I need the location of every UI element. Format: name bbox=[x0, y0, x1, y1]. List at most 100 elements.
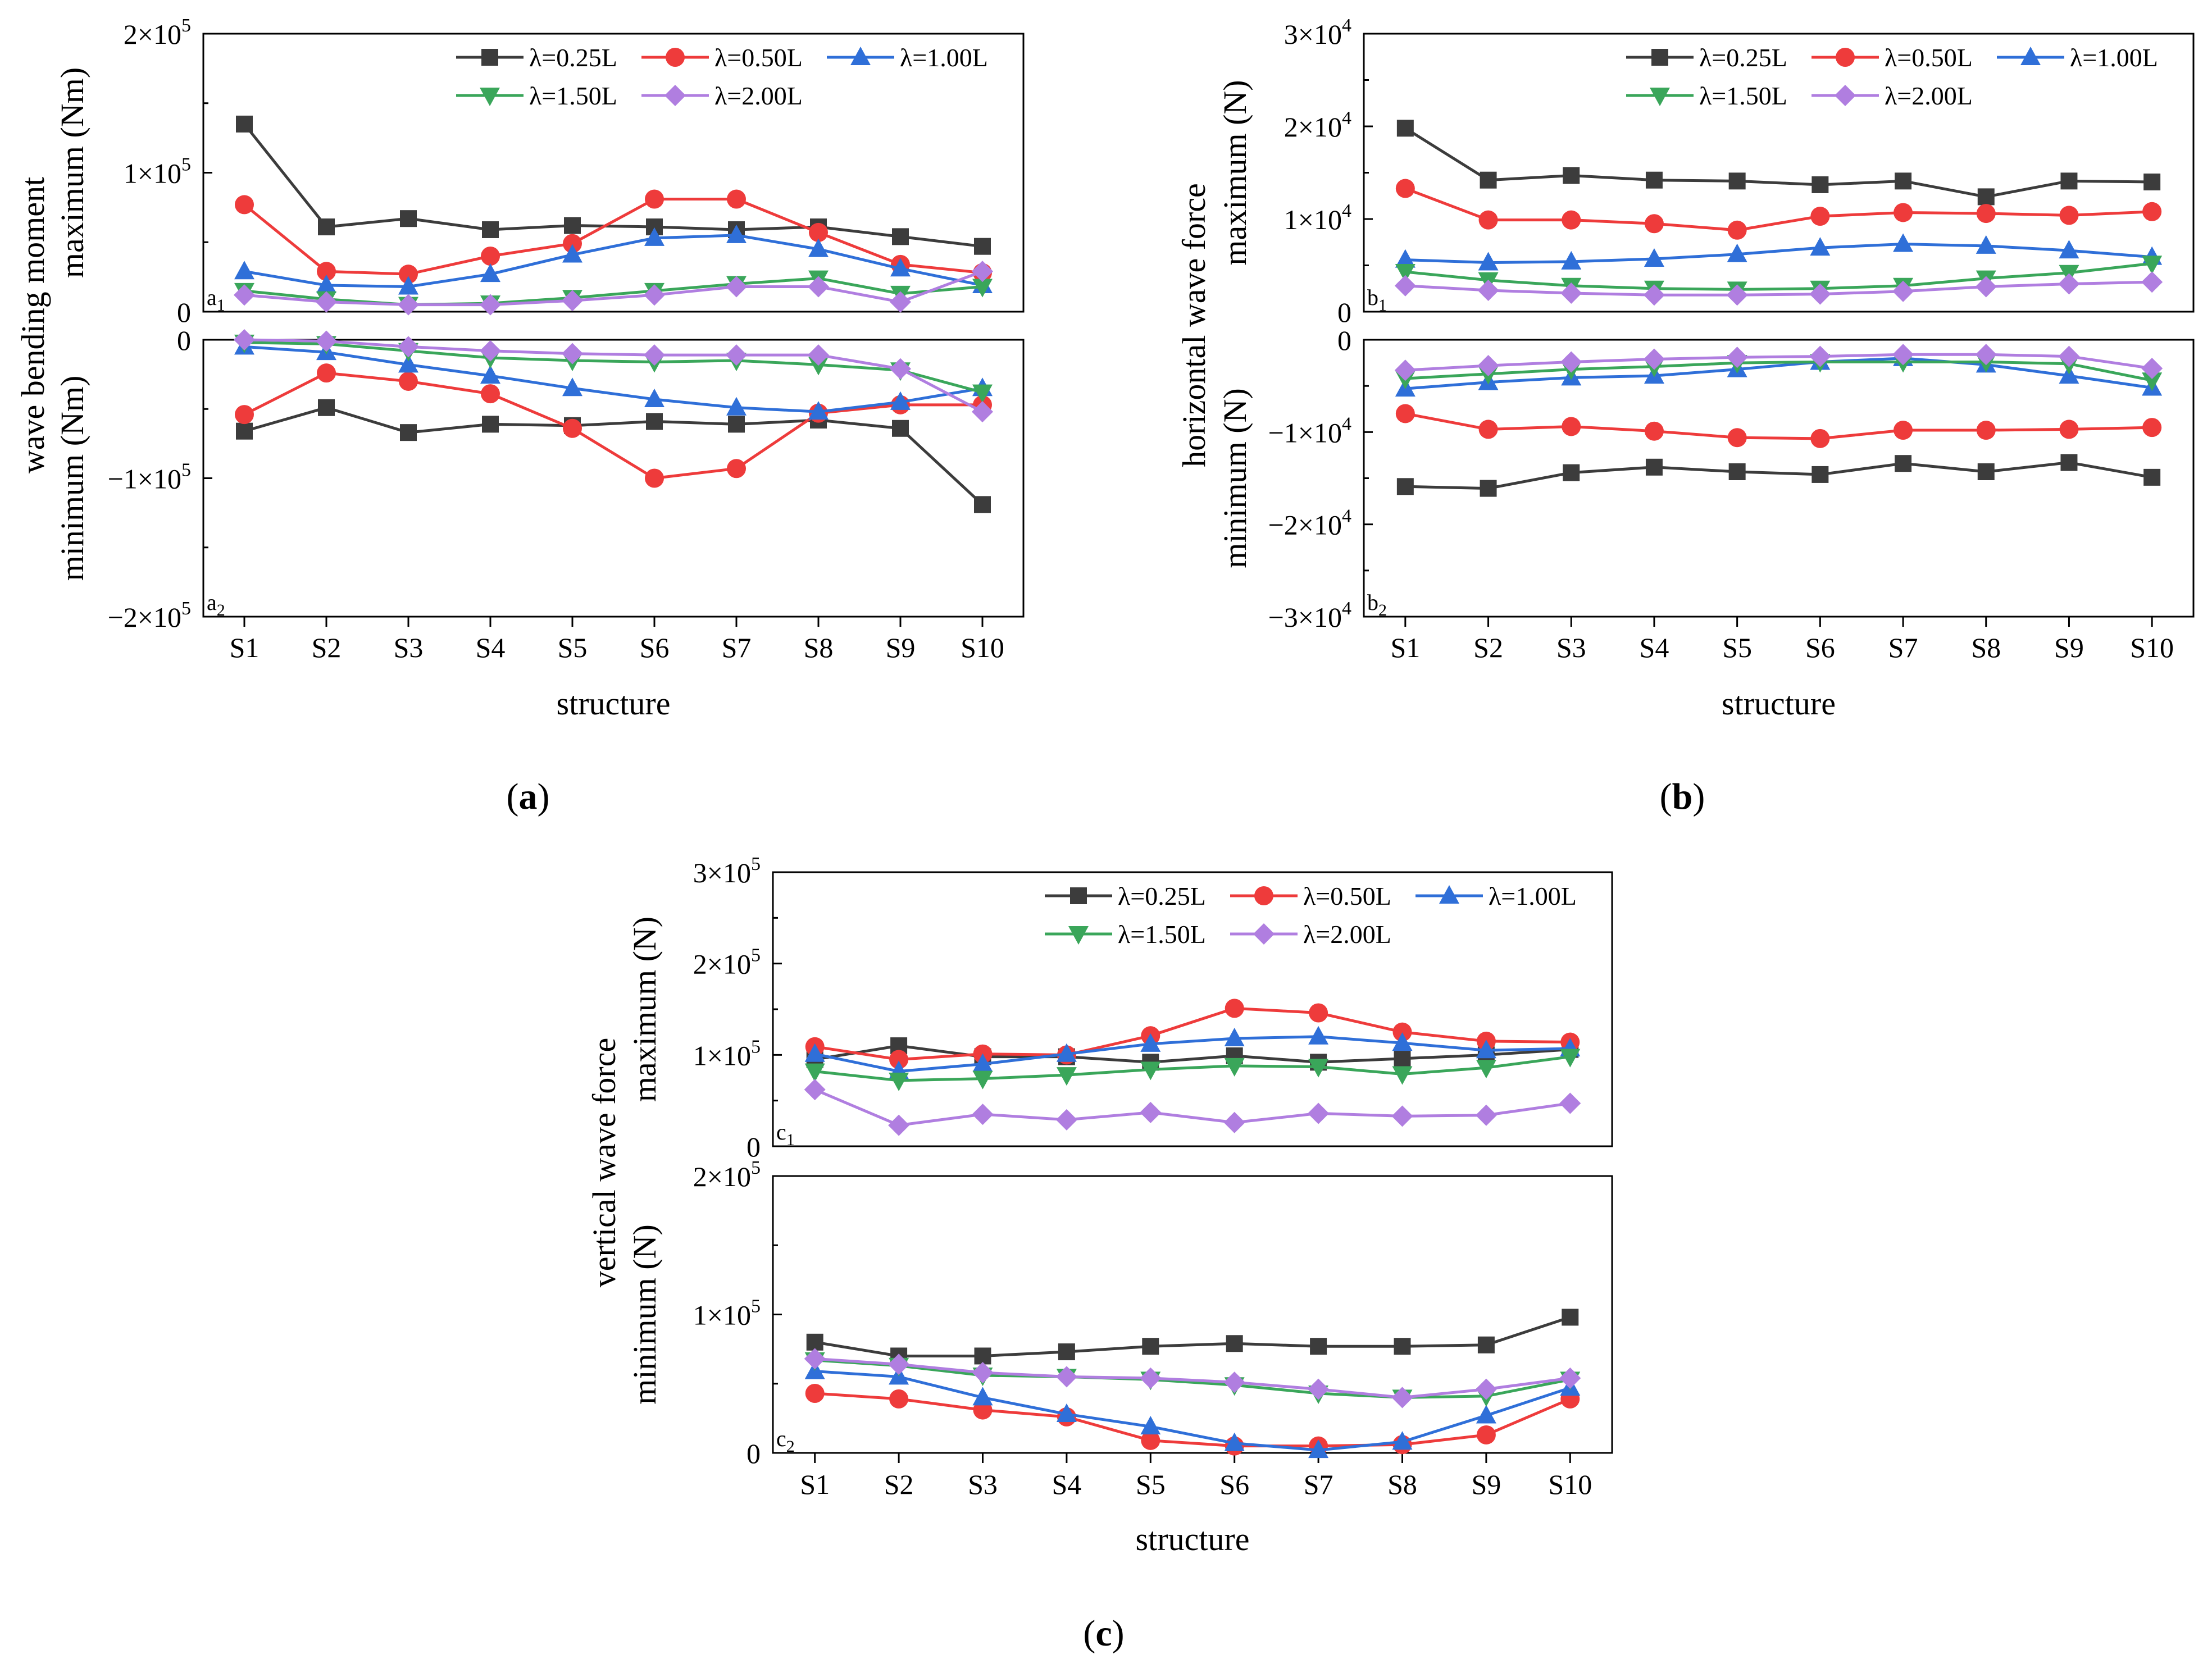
data-point bbox=[400, 210, 417, 227]
data-point bbox=[1976, 235, 1996, 254]
data-point bbox=[234, 329, 255, 350]
series-line bbox=[814, 1006, 1571, 1061]
series-circle bbox=[235, 189, 992, 284]
data-point bbox=[1810, 207, 1830, 226]
data-point bbox=[804, 1063, 825, 1082]
data-point bbox=[889, 1050, 909, 1069]
data-point bbox=[236, 422, 253, 440]
data-point bbox=[892, 420, 909, 437]
data-point bbox=[2141, 271, 2163, 293]
x-tick-label: S5 bbox=[558, 632, 588, 663]
data-point bbox=[972, 401, 993, 423]
x-tick-label: S7 bbox=[1304, 1469, 1333, 1500]
series-line bbox=[243, 123, 983, 248]
data-point bbox=[564, 217, 581, 234]
data-point bbox=[1308, 1378, 1330, 1400]
series-line bbox=[244, 338, 984, 413]
series-square bbox=[236, 399, 991, 513]
data-point bbox=[398, 354, 418, 373]
data-point bbox=[808, 276, 829, 298]
data-point bbox=[1141, 1430, 1160, 1450]
legend-label: λ=0.25L bbox=[1118, 882, 1206, 910]
x-tick-label: S1 bbox=[800, 1469, 830, 1500]
data-point bbox=[1224, 1432, 1245, 1451]
legend-item: λ=0.25L bbox=[456, 43, 617, 72]
series-diamond bbox=[234, 329, 993, 423]
data-point bbox=[1894, 203, 1913, 222]
y-tick-label: 2×104 bbox=[1284, 108, 1351, 143]
series-circle bbox=[235, 363, 992, 488]
data-point bbox=[1223, 1111, 1245, 1133]
legend: λ=0.25L λ=0.50L λ=1.00L λ=1.50L λ=2.00L bbox=[1626, 43, 2158, 110]
y-tick-label: 2×105 bbox=[693, 1157, 761, 1192]
legend-label: λ=1.50L bbox=[1118, 920, 1206, 949]
data-point bbox=[809, 222, 828, 242]
legend-marker bbox=[1650, 88, 1670, 106]
data-point bbox=[1562, 210, 1581, 230]
data-point bbox=[1224, 1028, 1245, 1047]
data-point bbox=[727, 459, 746, 478]
data-point bbox=[1056, 1043, 1077, 1062]
data-point bbox=[2058, 273, 2080, 295]
x-tick-label: S9 bbox=[1471, 1469, 1501, 1500]
panel-tag: b2 bbox=[1367, 590, 1387, 619]
legend: λ=0.25L λ=0.50L λ=1.00L λ=1.50L λ=2.00L bbox=[456, 43, 988, 110]
y-tick-label: 1×105 bbox=[693, 1296, 761, 1331]
data-point bbox=[888, 1114, 910, 1136]
data-point bbox=[398, 336, 419, 358]
data-point bbox=[1477, 355, 1499, 377]
data-point bbox=[728, 416, 745, 433]
data-point bbox=[892, 228, 909, 245]
y-tick-label: 0 bbox=[1337, 297, 1351, 328]
data-point bbox=[1977, 188, 1995, 206]
legend-marker bbox=[480, 88, 500, 106]
panel-a2: 0 −1×105 −2×105 S1 S2 S3 S4 S5 S6 S7 S8 S9 S10 struct… bbox=[54, 325, 1025, 722]
data-point bbox=[1809, 345, 1831, 367]
series-line bbox=[1404, 127, 2152, 198]
data-point bbox=[1478, 252, 1499, 271]
legend-marker bbox=[1835, 85, 1856, 106]
data-point bbox=[1895, 172, 1912, 190]
series-circle bbox=[1395, 179, 2162, 240]
series-line bbox=[244, 345, 983, 413]
legend-label: λ=1.00L bbox=[1489, 882, 1577, 910]
panel-tag: a1 bbox=[207, 285, 225, 315]
data-point bbox=[482, 416, 499, 433]
series-triangle-down bbox=[804, 1049, 1581, 1091]
data-point bbox=[1392, 1032, 1413, 1051]
legend-item: λ=1.50L bbox=[1626, 81, 1787, 110]
data-point bbox=[1391, 1387, 1413, 1409]
data-point bbox=[1728, 463, 1746, 480]
data-point bbox=[889, 1072, 909, 1091]
data-point bbox=[317, 262, 336, 281]
data-point bbox=[972, 1387, 993, 1406]
legend-marker bbox=[1651, 49, 1668, 66]
series-circle bbox=[1395, 404, 2162, 448]
legend-marker bbox=[481, 49, 498, 66]
data-point bbox=[1562, 417, 1581, 436]
data-point bbox=[1892, 344, 1914, 366]
data-point bbox=[1394, 1338, 1411, 1355]
data-point bbox=[888, 1353, 910, 1375]
data-point bbox=[1308, 1102, 1330, 1124]
series-line bbox=[244, 270, 983, 307]
legend-label: λ=0.50L bbox=[1885, 43, 1973, 72]
data-point bbox=[972, 1104, 994, 1125]
data-point bbox=[2141, 357, 2163, 379]
data-point bbox=[1226, 1335, 1243, 1352]
data-point bbox=[974, 496, 991, 513]
legend-label: λ=1.00L bbox=[900, 43, 988, 72]
data-point bbox=[1391, 1105, 1413, 1127]
data-point bbox=[235, 195, 254, 215]
y-axis-group-label: horizontal wave force bbox=[1176, 183, 1212, 467]
data-point bbox=[726, 344, 747, 366]
x-tick-label: S10 bbox=[961, 632, 1004, 663]
series-triangle-up bbox=[804, 1026, 1581, 1079]
legend-label: λ=1.00L bbox=[2070, 43, 2158, 72]
data-point bbox=[1560, 351, 1582, 373]
series-line bbox=[1405, 280, 2152, 297]
data-point bbox=[2058, 345, 2080, 367]
data-point bbox=[1726, 284, 1748, 306]
